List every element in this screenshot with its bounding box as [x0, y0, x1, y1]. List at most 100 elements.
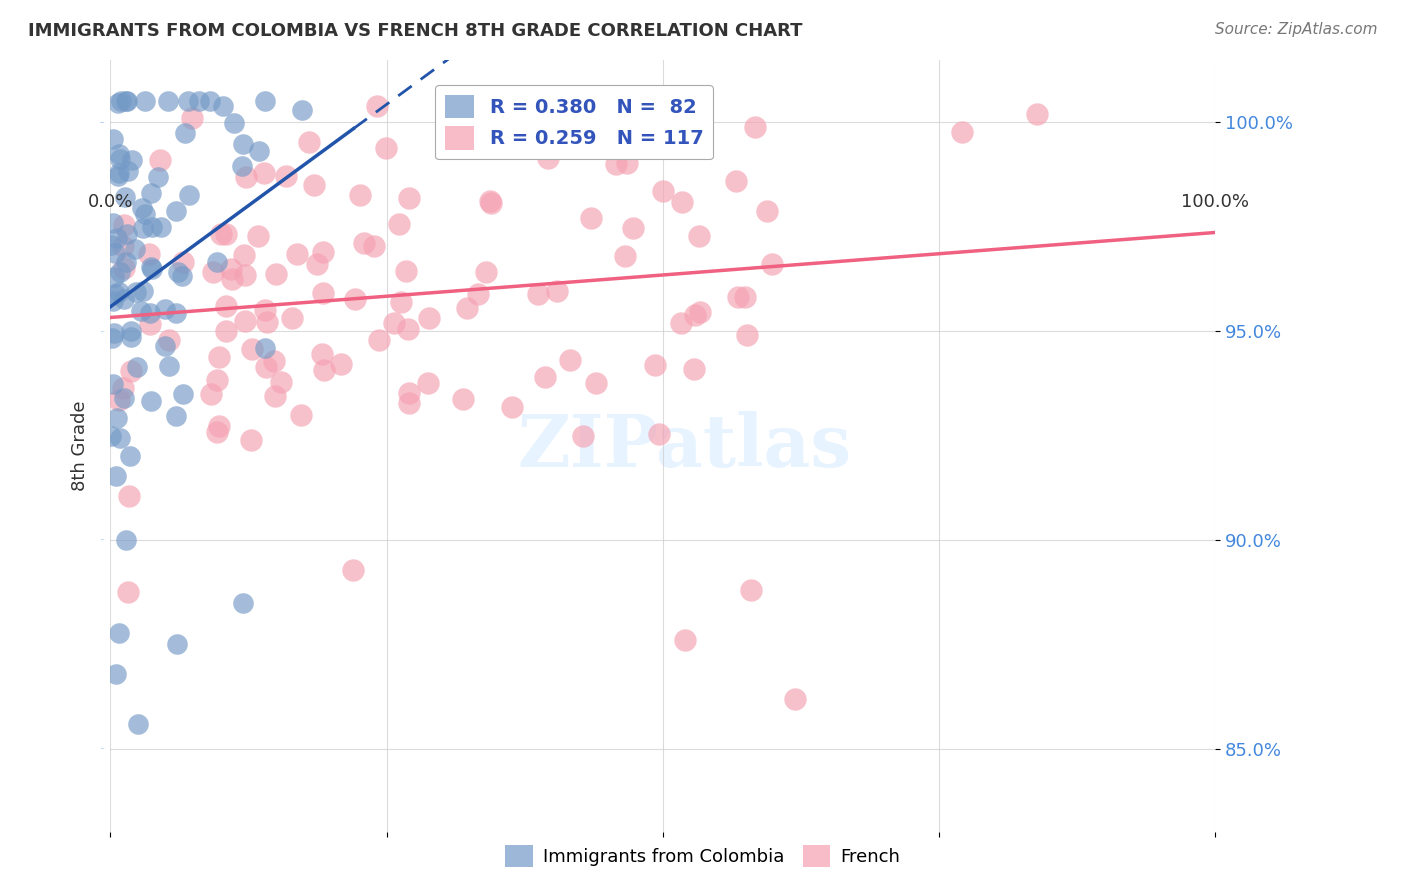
- Point: [112, 292, 135, 306]
- Legend: Immigrants from Colombia, French: Immigrants from Colombia, French: [498, 838, 908, 874]
- Point: [314, 363, 336, 377]
- Point: [179, 188, 201, 202]
- Point: [644, 358, 666, 372]
- Point: [367, 333, 389, 347]
- Point: [172, 254, 194, 268]
- Point: [127, 716, 149, 731]
- Point: [683, 118, 706, 132]
- Point: [683, 309, 706, 323]
- Point: [132, 221, 155, 235]
- Point: [526, 287, 548, 301]
- Point: [395, 264, 418, 278]
- Point: [572, 428, 595, 442]
- Point: [117, 585, 139, 599]
- Point: [253, 341, 276, 355]
- Point: [344, 292, 367, 306]
- Point: [537, 152, 560, 166]
- Point: [157, 359, 180, 373]
- Point: [115, 254, 138, 268]
- Point: [141, 220, 163, 235]
- Point: [253, 166, 276, 180]
- Point: [200, 387, 222, 401]
- Point: [150, 219, 173, 234]
- Point: [131, 202, 153, 216]
- Point: [285, 246, 308, 260]
- Point: [382, 316, 405, 330]
- Point: [734, 290, 756, 304]
- Point: [165, 409, 187, 423]
- Point: [100, 429, 122, 443]
- Point: [105, 469, 128, 483]
- Point: [673, 633, 696, 648]
- Point: [349, 187, 371, 202]
- Point: [108, 166, 131, 180]
- Point: [353, 236, 375, 251]
- Point: [101, 293, 124, 308]
- Point: [302, 178, 325, 193]
- Point: [153, 339, 176, 353]
- Point: [110, 95, 132, 109]
- Point: [100, 237, 122, 252]
- Point: [153, 302, 176, 317]
- Point: [253, 303, 276, 318]
- Point: [103, 286, 125, 301]
- Point: [132, 284, 155, 298]
- Point: [513, 95, 536, 109]
- Point: [202, 265, 225, 279]
- Point: [616, 156, 638, 170]
- Point: [124, 242, 146, 256]
- Point: [671, 195, 693, 210]
- Point: [247, 144, 270, 158]
- Point: [621, 221, 644, 235]
- Point: [118, 449, 141, 463]
- Point: [114, 391, 136, 405]
- Point: [180, 112, 202, 126]
- Point: [451, 392, 474, 406]
- Point: [139, 306, 162, 320]
- Point: [232, 596, 254, 610]
- Point: [467, 287, 489, 301]
- Point: [101, 132, 124, 146]
- Point: [388, 218, 411, 232]
- Point: [298, 135, 321, 149]
- Point: [312, 244, 335, 259]
- Point: [134, 207, 156, 221]
- Point: [233, 268, 256, 282]
- Point: [233, 314, 256, 328]
- Point: [264, 267, 287, 281]
- Point: [139, 260, 162, 275]
- Point: [112, 381, 135, 395]
- Point: [398, 396, 420, 410]
- Point: [127, 360, 149, 375]
- Point: [104, 666, 127, 681]
- Text: Source: ZipAtlas.com: Source: ZipAtlas.com: [1215, 22, 1378, 37]
- Point: [114, 533, 136, 547]
- Point: [105, 411, 128, 425]
- Point: [107, 147, 129, 161]
- Point: [546, 284, 568, 298]
- Point: [103, 326, 125, 340]
- Point: [389, 295, 412, 310]
- Point: [581, 211, 603, 225]
- Point: [174, 126, 197, 140]
- Point: [104, 246, 127, 260]
- Point: [398, 385, 420, 400]
- Point: [291, 103, 314, 117]
- Point: [396, 321, 419, 335]
- Point: [215, 300, 238, 314]
- Point: [682, 362, 704, 376]
- Point: [165, 306, 187, 320]
- Point: [785, 691, 807, 706]
- Point: [281, 311, 304, 326]
- Point: [112, 260, 135, 275]
- Point: [205, 373, 228, 387]
- Point: [141, 261, 163, 276]
- Point: [481, 196, 503, 211]
- Point: [235, 169, 257, 184]
- Point: [650, 115, 672, 129]
- Point: [125, 285, 148, 299]
- Point: [363, 239, 385, 253]
- Point: [330, 357, 353, 371]
- Point: [232, 137, 254, 152]
- Point: [247, 228, 270, 243]
